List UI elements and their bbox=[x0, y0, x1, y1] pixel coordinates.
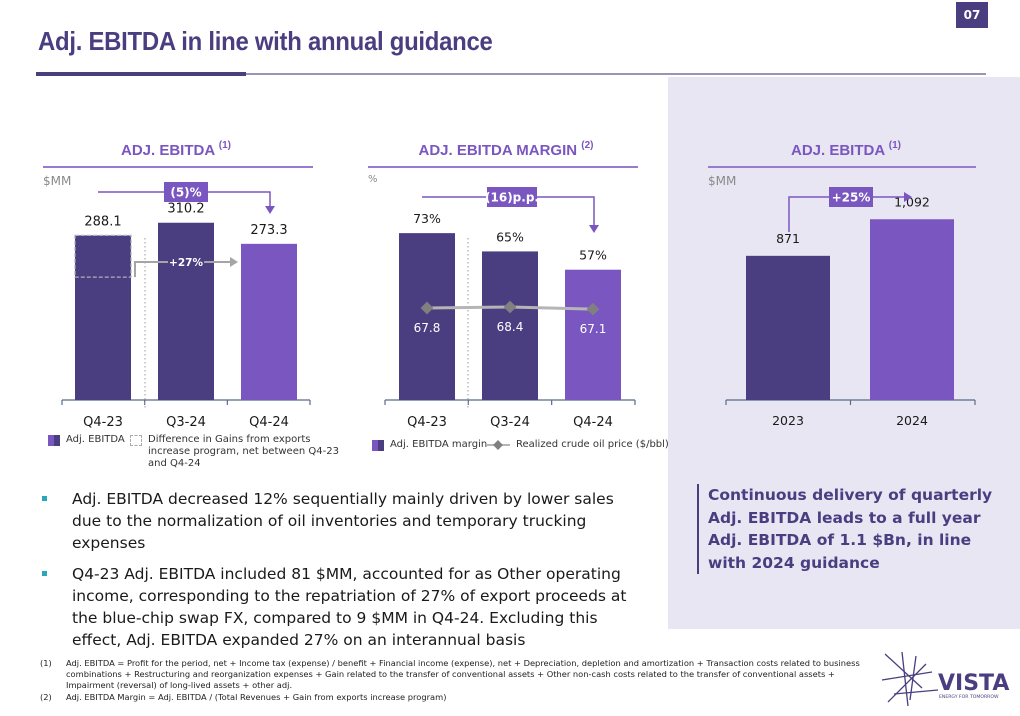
chart3-ebitda-annual: 871 2023 1,092 2024 +25% bbox=[725, 187, 976, 428]
footnote-1: (1) Adj. EBITDA = Profit for the period, … bbox=[40, 658, 870, 692]
chart3-value-label: 871 bbox=[776, 231, 800, 246]
chart1-interannual-bg bbox=[168, 255, 204, 269]
footnote-number: (1) bbox=[40, 658, 52, 668]
chart1-bar-Q3-24 bbox=[158, 222, 214, 400]
legend-swatch-dashed bbox=[130, 435, 142, 446]
chart2-category-label: Q3-24 bbox=[490, 415, 530, 430]
vista-logo: VISTA ENERGY FOR TOMORROW bbox=[881, 651, 1009, 707]
chart2-bar-Q3-24 bbox=[482, 251, 538, 400]
chart2-value-label: 57% bbox=[579, 248, 607, 263]
chart1-rule bbox=[43, 166, 313, 168]
footnote-text: Adj. EBITDA = Profit for the period, net… bbox=[66, 658, 860, 691]
chart3-title: ADJ. EBITDA (1) bbox=[708, 140, 984, 159]
chart2-unit: % bbox=[368, 174, 378, 185]
chart2-bar-Q4-24 bbox=[565, 269, 621, 400]
bullet-icon bbox=[42, 571, 47, 576]
chart3-category-label: 2024 bbox=[896, 413, 928, 428]
chart1-change-badge bbox=[164, 182, 208, 202]
chart1-category-label: Q4-24 bbox=[249, 415, 289, 430]
footnotes: (1) Adj. EBITDA = Profit for the period, … bbox=[40, 658, 870, 703]
star-burst-icon bbox=[881, 651, 939, 707]
chart2-value-label: 73% bbox=[413, 211, 441, 226]
chart1-legend-difference: Difference in Gains from exports increas… bbox=[130, 434, 340, 470]
title-divider-accent bbox=[36, 72, 246, 76]
chart1-value-label: 273.3 bbox=[250, 223, 287, 238]
chart2-rule bbox=[368, 166, 638, 168]
chart2-change-badge bbox=[487, 187, 537, 207]
chart2-oil-label: 67.8 bbox=[414, 321, 441, 335]
chart2-change-arrow-line bbox=[422, 196, 595, 226]
chart3-change-arrowhead bbox=[904, 192, 912, 202]
chart3-change-badge-label: +25% bbox=[832, 191, 871, 205]
chart2-title: ADJ. EBITDA MARGIN (2) bbox=[370, 140, 642, 159]
chart1-unit: $MM bbox=[43, 174, 72, 188]
chart2-legend-oil: Realized crude oil price ($/bbl) bbox=[486, 439, 669, 451]
logo-tagline: ENERGY FOR TOMORROW bbox=[939, 694, 999, 700]
footnote-2: (2) Adj. EBITDA Margin = Adj. EBITDA / (T… bbox=[40, 692, 870, 703]
chart1-title-text: ADJ. EBITDA bbox=[120, 142, 215, 159]
chart1-category-label: Q3-24 bbox=[166, 415, 206, 430]
chart2-change-badge-label: (16)p.p. bbox=[485, 191, 539, 205]
chart1-change-arrowhead bbox=[265, 206, 275, 214]
chart2-margin: 73% Q4-23 65% Q3-24 57% Q4-24 67.8 68.4 67.1 (16)… bbox=[384, 187, 636, 430]
chart3-unit: $MM bbox=[708, 174, 737, 188]
chart2-legend-margin: Adj. EBITDA margin bbox=[372, 439, 487, 451]
legend-swatch bbox=[48, 435, 60, 446]
chart2-category-label: Q4-24 bbox=[573, 415, 613, 430]
page-number: 07 bbox=[956, 2, 988, 28]
chart3-bar-2024 bbox=[870, 219, 954, 400]
chart2-title-text: ADJ. EBITDA MARGIN bbox=[418, 142, 578, 159]
legend-label: Adj. EBITDA margin bbox=[390, 439, 488, 450]
legend-swatch bbox=[372, 440, 384, 451]
chart3-rule bbox=[708, 166, 976, 168]
bullet-text: Q4-23 Adj. EBITDA included 81 $MM, accou… bbox=[72, 565, 627, 649]
chart1-change-arrow-line bbox=[98, 191, 271, 207]
chart2-title-note: (2) bbox=[581, 140, 594, 151]
bullet-item: Q4-23 Adj. EBITDA included 81 $MM, accou… bbox=[40, 563, 640, 651]
logo-wordmark: VISTA bbox=[938, 671, 1009, 696]
bullet-item: Adj. EBITDA decreased 12% sequentially m… bbox=[40, 488, 640, 554]
chart1-category-label: Q4-23 bbox=[83, 415, 123, 430]
chart2-category-label: Q4-23 bbox=[407, 415, 447, 430]
chart2-bar-Q4-23 bbox=[399, 233, 455, 400]
legend-label: Realized crude oil price ($/bbl) bbox=[516, 439, 669, 450]
chart3-value-label: 1,092 bbox=[894, 194, 930, 209]
chart3-change-badge bbox=[829, 187, 873, 207]
chart1-ebitda-quarterly: 288.1 Q4-23 310.2 Q3-24 273.3 Q4-24 +27% (5)% bbox=[61, 182, 311, 430]
chart1-interannual-arrowhead bbox=[230, 257, 238, 267]
chart1-bar-Q4-23 bbox=[75, 235, 131, 400]
footnote-text: Adj. EBITDA Margin = Adj. EBITDA / (Tota… bbox=[66, 691, 447, 702]
callout-text: Continuous delivery of quarterly Adj. EB… bbox=[697, 484, 997, 574]
chart1-title-note: (1) bbox=[218, 140, 232, 151]
chart1-interannual-label: +27% bbox=[169, 257, 203, 269]
chart2-oil-label: 67.1 bbox=[580, 322, 607, 336]
chart3-title-text: ADJ. EBITDA bbox=[790, 142, 885, 159]
chart2-oil-label: 68.4 bbox=[497, 320, 524, 334]
footnote-number: (2) bbox=[40, 691, 52, 702]
chart1-difference-box bbox=[74, 234, 132, 278]
chart1-change-badge-label: (5)% bbox=[170, 186, 201, 200]
bullet-icon bbox=[42, 496, 47, 501]
bullet-list: Adj. EBITDA decreased 12% sequentially m… bbox=[40, 488, 640, 660]
chart2-change-arrowhead bbox=[589, 225, 599, 233]
chart1-bar-Q4-24 bbox=[241, 243, 297, 400]
chart2-oil-marker bbox=[420, 301, 434, 315]
chart1-value-label: 288.1 bbox=[84, 214, 121, 229]
legend-label: Adj. EBITDA bbox=[66, 434, 125, 445]
chart1-legend-ebitda: Adj. EBITDA bbox=[48, 434, 125, 446]
chart3-bar-2023 bbox=[746, 255, 830, 400]
chart1-title: ADJ. EBITDA (1) bbox=[40, 140, 312, 159]
chart1-value-label: 310.2 bbox=[167, 202, 204, 217]
page-title: Adj. EBITDA in line with annual guidance bbox=[38, 26, 493, 56]
title-divider bbox=[36, 73, 986, 75]
legend-label: Difference in Gains from exports increas… bbox=[148, 434, 339, 469]
chart3-title-note: (1) bbox=[888, 140, 902, 151]
annual-panel bbox=[668, 77, 1020, 629]
chart3-category-label: 2023 bbox=[772, 413, 804, 428]
bullet-text: Adj. EBITDA decreased 12% sequentially m… bbox=[72, 490, 614, 552]
chart2-value-label: 65% bbox=[496, 229, 524, 244]
legend-line-diamond-icon bbox=[486, 440, 510, 450]
